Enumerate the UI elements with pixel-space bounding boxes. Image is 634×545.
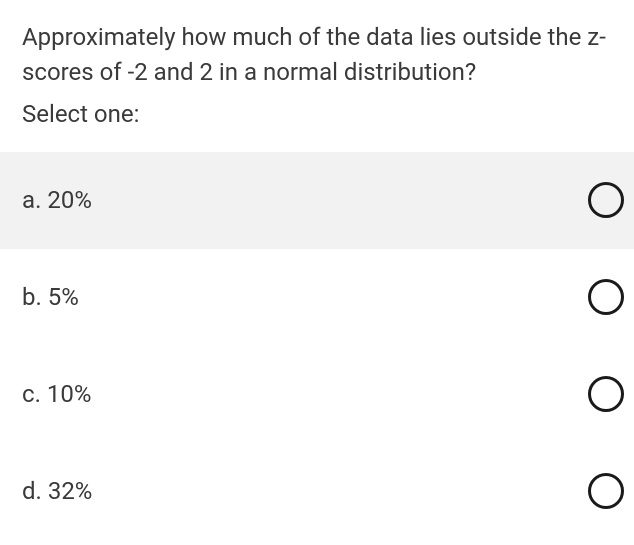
option-letter: a [22,186,35,214]
question-prompt: Select one: [0,90,634,152]
option-text: 5% [48,283,79,311]
quiz-question: Approximately how much of the data lies … [0,0,634,540]
radio-icon[interactable] [588,279,624,315]
option-letter: b [22,283,35,311]
option-label: a. 20% [22,186,92,214]
option-letter: c [22,380,35,408]
option-text: 10% [47,380,92,408]
option-label: b. 5% [22,283,79,311]
question-text: Approximately how much of the data lies … [0,0,634,90]
option-d[interactable]: d. 32% [0,443,634,540]
option-b[interactable]: b. 5% [0,249,634,346]
option-letter: d [22,477,36,505]
option-label: c. 10% [22,380,91,408]
option-a[interactable]: a. 20% [0,152,634,249]
option-c[interactable]: c. 10% [0,346,634,443]
radio-icon[interactable] [588,182,624,218]
option-text: 32% [48,477,93,505]
radio-icon[interactable] [588,376,624,412]
radio-icon[interactable] [588,473,624,509]
option-label: d. 32% [22,477,92,505]
option-text: 20% [47,186,92,214]
options-list: a. 20% b. 5% c. 10% d. 32% [0,152,634,540]
